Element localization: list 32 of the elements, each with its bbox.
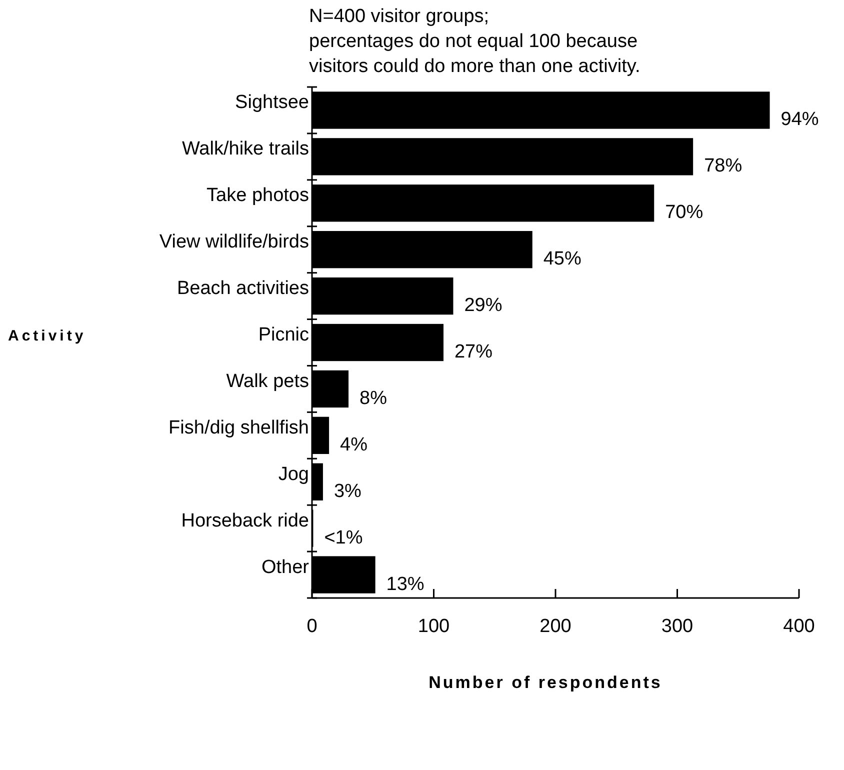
x-axis-title: Number of respondents <box>428 673 662 692</box>
y-axis-title: Activity <box>8 328 86 344</box>
annotation: 78% <box>704 156 742 177</box>
annotation: 4% <box>340 434 368 456</box>
y-tick-label: Beach activities <box>176 278 309 300</box>
x-tick-label: 100 <box>418 616 450 637</box>
text: visitors could do more than one activity. <box>309 56 640 77</box>
annotation: <1% <box>324 527 363 548</box>
text: percentages do not equal 100 because <box>309 31 638 52</box>
x-tick-label: 200 <box>540 616 572 637</box>
annotation: 3% <box>334 480 362 502</box>
x-tick-label: 0 <box>306 616 318 637</box>
annotation: 13% <box>386 574 424 595</box>
text: N=400 visitor groups; <box>309 6 490 27</box>
y-tick-label: Sightsee <box>235 92 309 114</box>
annotation: 94% <box>780 109 819 130</box>
y-tick-label: Take photos <box>206 185 309 206</box>
y-tick-label: Walk pets <box>226 370 309 392</box>
y-tick-label: Horseback ride <box>181 510 309 532</box>
x-tick-label: 300 <box>661 616 694 637</box>
annotation: 70% <box>665 202 704 224</box>
y-tick-label: View wildlife/birds <box>159 232 309 253</box>
y-tick-label: Jog <box>278 464 309 485</box>
y-tick-label: Picnic <box>258 324 309 346</box>
y-tick-label: Fish/dig shellfish <box>168 417 309 438</box>
annotation: 29% <box>464 295 502 316</box>
annotation: 27% <box>454 342 493 362</box>
annotation: 8% <box>360 388 388 409</box>
x-tick-label: 400 <box>783 616 815 637</box>
y-tick-label: Walk/hike trails <box>182 138 309 160</box>
annotation: 45% <box>543 248 582 270</box>
y-tick-label: Other <box>261 556 310 578</box>
